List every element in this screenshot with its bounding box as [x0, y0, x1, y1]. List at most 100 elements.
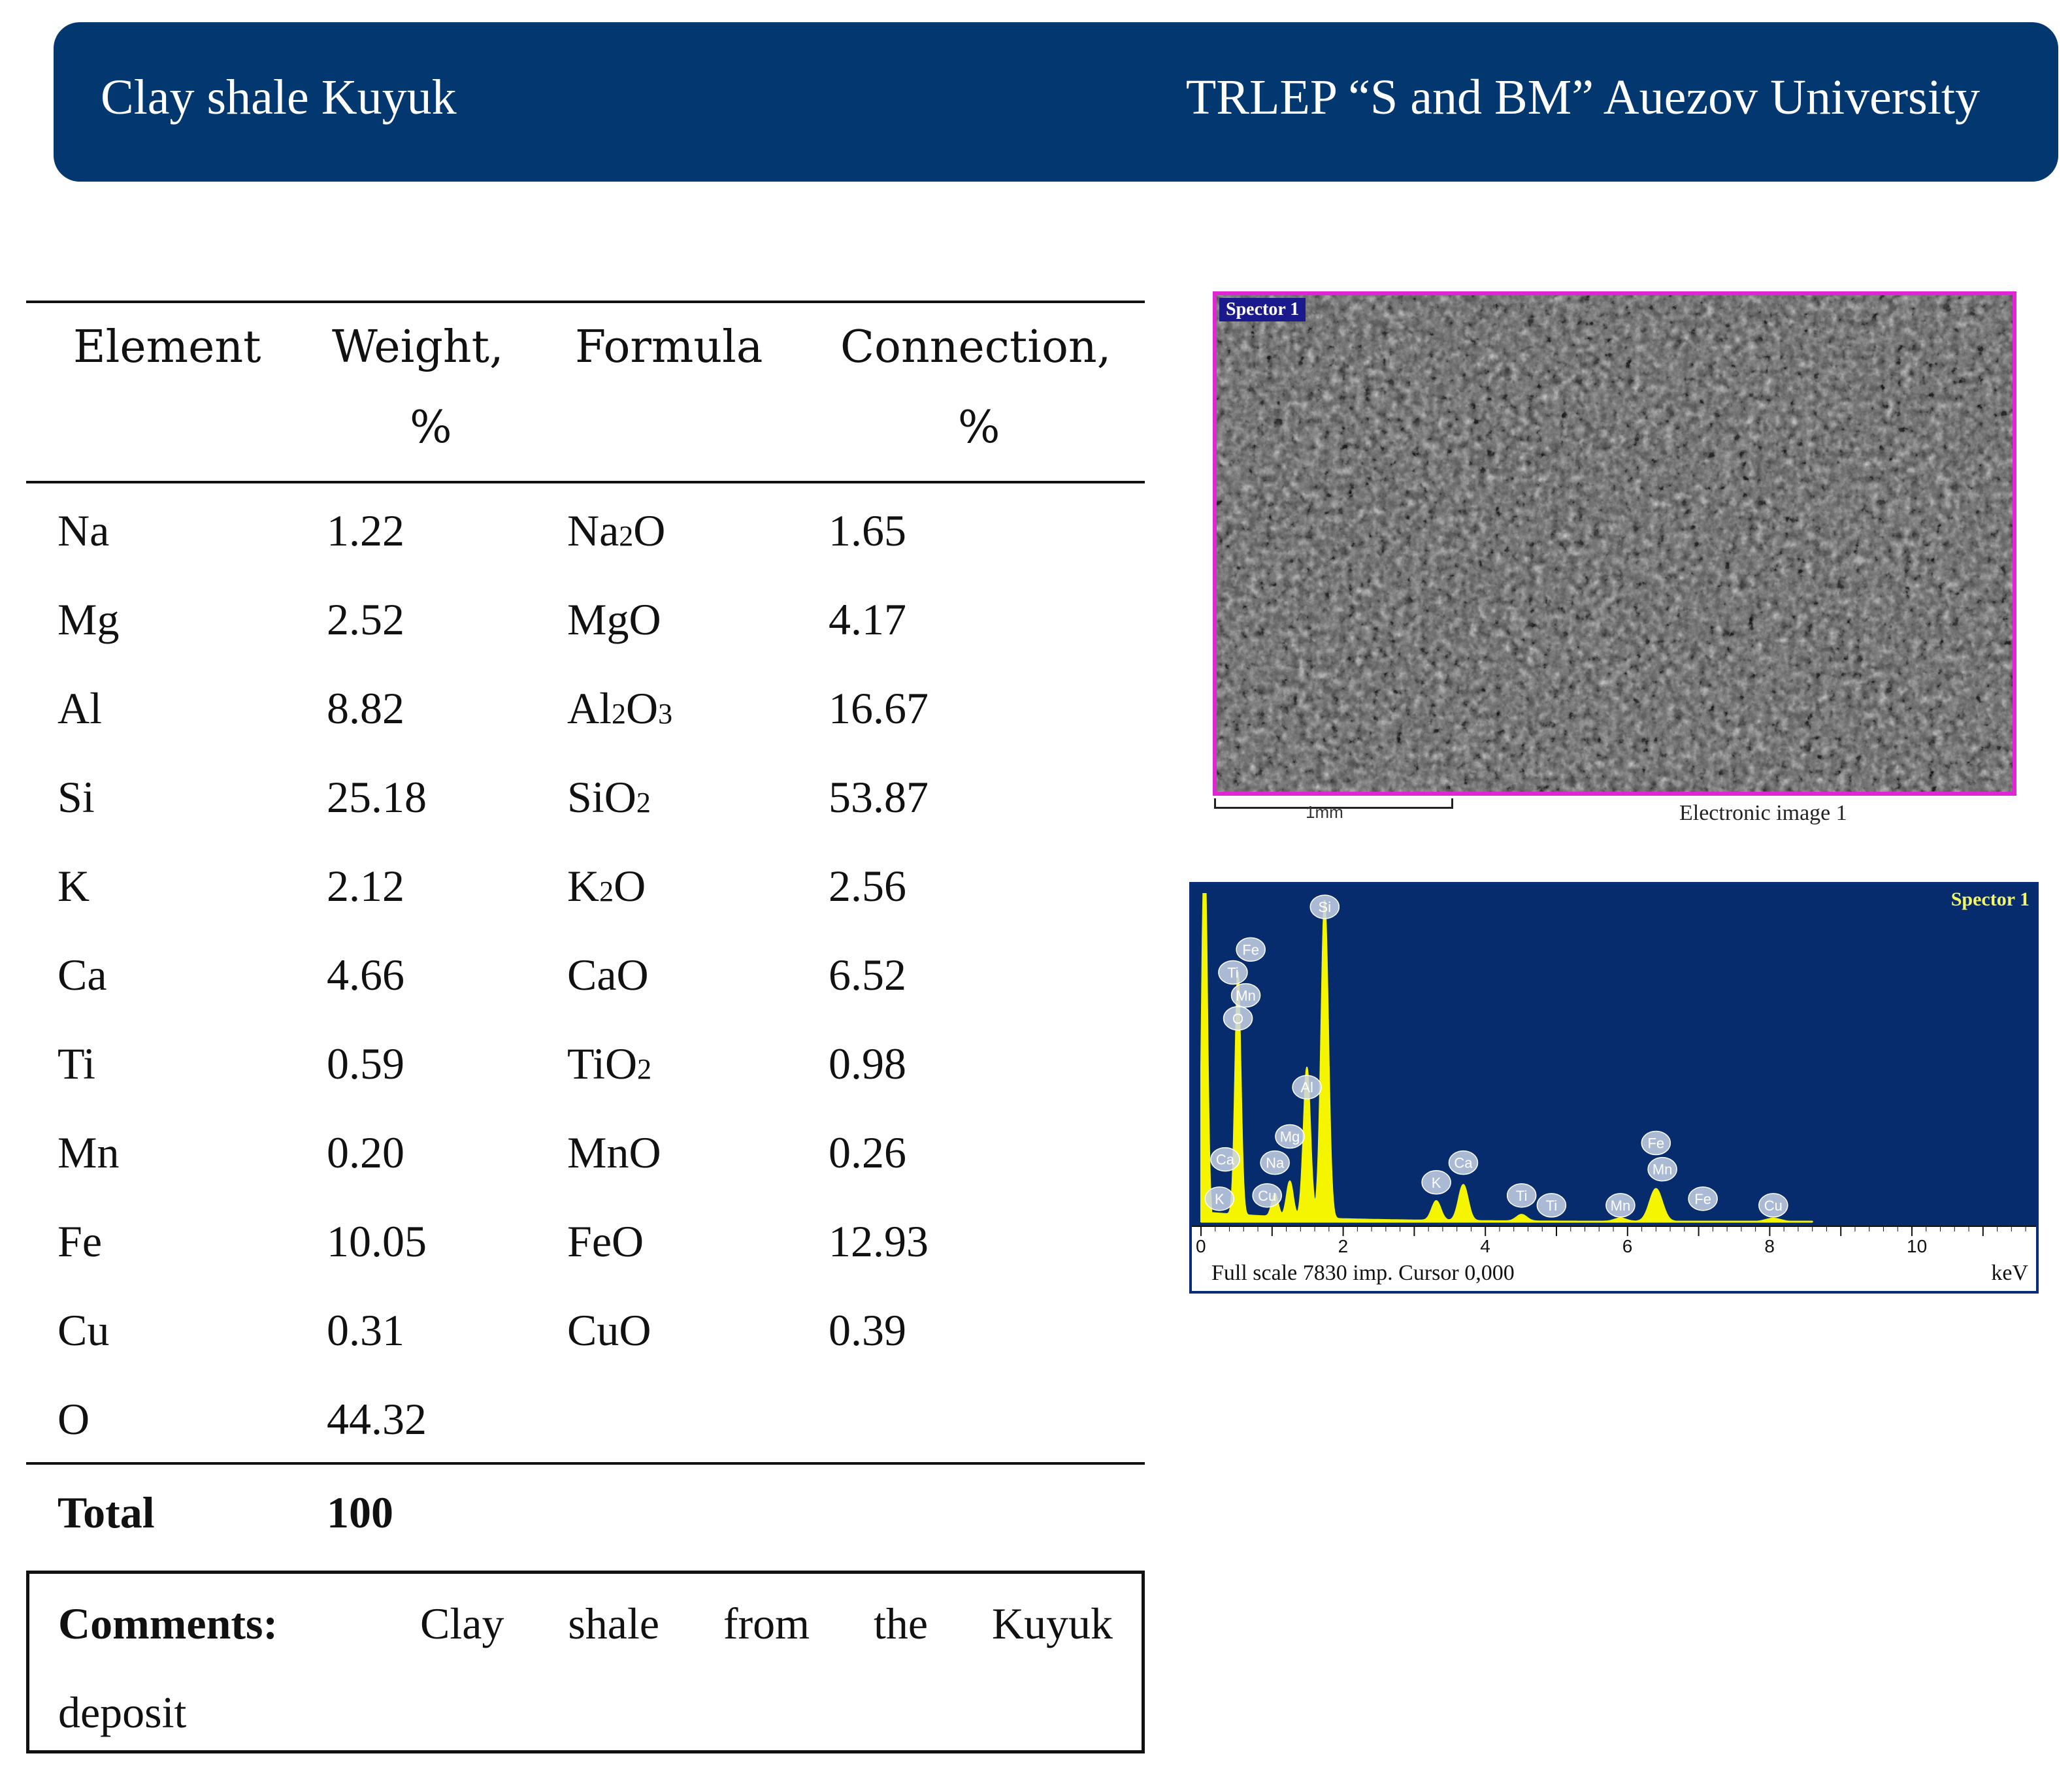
x-tick-label: 2: [1338, 1236, 1349, 1256]
x-tick-label: 0: [1196, 1236, 1206, 1256]
element-marker-label: Mn: [1236, 988, 1256, 1004]
element-marker-label: O: [1232, 1011, 1243, 1027]
cell-connection: 53.87: [829, 772, 929, 822]
element-marker-label: Ti: [1516, 1188, 1528, 1204]
comments-line1: Comments: Clay shale from the Kuyuk: [58, 1597, 1113, 1650]
cell-connection: 1.65: [829, 506, 906, 555]
comments-word: the: [873, 1599, 929, 1648]
element-marker-k: K: [1204, 1186, 1235, 1211]
cell-connection: 16.67: [829, 683, 929, 733]
element-marker-cu: Cu: [1758, 1193, 1788, 1218]
sem-micrograph: Spector 1: [1213, 291, 2016, 796]
element-marker-al: Al: [1292, 1075, 1322, 1100]
formula-subscript: 2: [612, 698, 626, 730]
cell-element: Mn: [58, 1128, 120, 1177]
header-connection: Connection, %: [840, 321, 1111, 453]
sem-spector-label: Spector 1: [1219, 298, 1306, 321]
element-marker-label: Ca: [1454, 1155, 1473, 1171]
cell-formula: CuO: [567, 1304, 651, 1362]
institution-title: TRLEP “S and BM” Auezov University: [1185, 70, 1980, 125]
element-marker-label: Mn: [1611, 1198, 1631, 1214]
formula-text: MnO: [567, 1128, 661, 1177]
formula-subscript: 2: [637, 1053, 652, 1085]
cell-element: Na: [58, 506, 110, 555]
cell-weight: 25.18: [327, 772, 427, 822]
element-marker-ti: Ti: [1536, 1193, 1567, 1218]
element-marker-fe: Fe: [1641, 1130, 1671, 1156]
cell-weight: 1.22: [327, 506, 404, 555]
comments-box: Comments: Clay shale from the Kuyuk depo…: [26, 1571, 1145, 1753]
cell-weight: 10.05: [327, 1216, 427, 1266]
header-weight-line1: Weight,: [332, 321, 504, 373]
formula-text: TiO: [567, 1039, 638, 1088]
cell-connection: 6.52: [829, 950, 906, 1000]
element-marker-label: Cu: [1764, 1198, 1783, 1214]
cell-connection: 4.17: [829, 595, 906, 644]
x-tick-label: 4: [1480, 1236, 1490, 1256]
element-marker-label: Al: [1300, 1079, 1313, 1096]
formula-text: MgO: [567, 595, 661, 644]
formula-subscript: 2: [619, 520, 634, 552]
cell-formula: CaO: [567, 949, 649, 1007]
comments-word: from: [723, 1599, 810, 1648]
cell-weight: 0.31: [327, 1305, 404, 1355]
cell-formula: K2O: [567, 860, 646, 918]
element-marker-ti: Ti: [1218, 960, 1248, 985]
element-marker-mg: Mg: [1275, 1124, 1305, 1149]
cell-element: Cu: [58, 1305, 110, 1355]
element-marker-label: Si: [1319, 899, 1332, 915]
header-formula: Formula: [575, 321, 763, 373]
spectrum-footer-scale: Full scale 7830 imp. Cursor 0,000: [1211, 1261, 1515, 1285]
cell-element: O: [58, 1394, 90, 1444]
header-connection-line2: %: [957, 402, 1000, 453]
cell-formula: MgO: [567, 593, 661, 651]
element-marker-label: K: [1432, 1175, 1441, 1191]
scale-text: 1mm: [1306, 802, 1343, 822]
spectrum-axis: [1192, 1226, 2036, 1236]
element-marker-ti: Ti: [1506, 1183, 1537, 1208]
cell-weight: 0.59: [327, 1039, 404, 1088]
formula-text: Al: [567, 683, 612, 733]
element-marker-label: Fe: [1647, 1135, 1664, 1152]
header-banner: Clay shale Kuyuk TRLEP “S and BM” Auezov…: [54, 22, 2058, 182]
spectrum-spector-label: Spector 1: [1950, 888, 2030, 910]
cell-formula: TiO2: [567, 1037, 651, 1096]
cell-formula: FeO: [567, 1215, 644, 1273]
cell-formula: Al2O3: [567, 682, 672, 740]
element-marker-mn: Mn: [1230, 983, 1261, 1008]
formula-text: O: [626, 683, 659, 733]
total-label: Total: [58, 1488, 155, 1537]
cell-weight: 0.20: [327, 1128, 404, 1177]
cell-weight: 8.82: [327, 683, 404, 733]
cell-element: Mg: [58, 595, 120, 644]
element-marker-label: Ti: [1227, 964, 1239, 981]
scale-bar: [1214, 798, 1453, 809]
eds-spectrum: Spector 1 Si Fe Ti Mn O Al Mg Ca Na K Cu K Ca Ti Ti Mn F…: [1189, 882, 2039, 1294]
cell-weight: 2.12: [327, 861, 404, 911]
cell-connection: 2.56: [829, 861, 906, 911]
element-marker-si: Si: [1309, 894, 1340, 919]
element-marker-mn: Mn: [1647, 1156, 1677, 1182]
element-marker-label: Mg: [1280, 1128, 1300, 1145]
element-marker-label: Ca: [1216, 1152, 1235, 1168]
cell-element: Ti: [58, 1039, 96, 1088]
cell-connection: 0.26: [829, 1128, 906, 1177]
element-marker-label: Fe: [1242, 941, 1259, 958]
sem-texture: [1217, 295, 2013, 792]
cell-element: Al: [58, 683, 102, 733]
cell-weight: 44.32: [327, 1394, 427, 1444]
formula-text: SiO: [567, 772, 636, 822]
header-connection-line1: Connection,: [840, 321, 1111, 373]
element-marker-cu: Cu: [1252, 1183, 1282, 1208]
element-marker-na: Na: [1260, 1150, 1290, 1175]
cell-connection: 0.98: [829, 1039, 906, 1088]
comments-word: Clay: [420, 1599, 504, 1648]
formula-subscript: 2: [599, 875, 614, 907]
element-marker-label: Fe: [1694, 1191, 1711, 1207]
header-element: Element: [73, 321, 261, 373]
header-weight-line2: %: [409, 402, 452, 453]
element-marker-o: O: [1223, 1006, 1253, 1031]
cell-weight: 2.52: [327, 595, 404, 644]
cell-formula: Na2O: [567, 504, 665, 562]
spectrum-curve: [1200, 893, 1813, 1222]
